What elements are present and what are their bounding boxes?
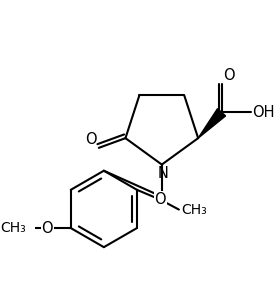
- Text: N: N: [158, 166, 168, 181]
- Text: O: O: [41, 220, 53, 236]
- Text: CH₃: CH₃: [181, 203, 207, 217]
- Text: O: O: [85, 132, 96, 146]
- Text: O: O: [155, 192, 166, 207]
- Text: O: O: [223, 68, 234, 83]
- Polygon shape: [198, 109, 225, 138]
- Text: OH: OH: [252, 105, 275, 120]
- Text: CH₃: CH₃: [1, 221, 26, 235]
